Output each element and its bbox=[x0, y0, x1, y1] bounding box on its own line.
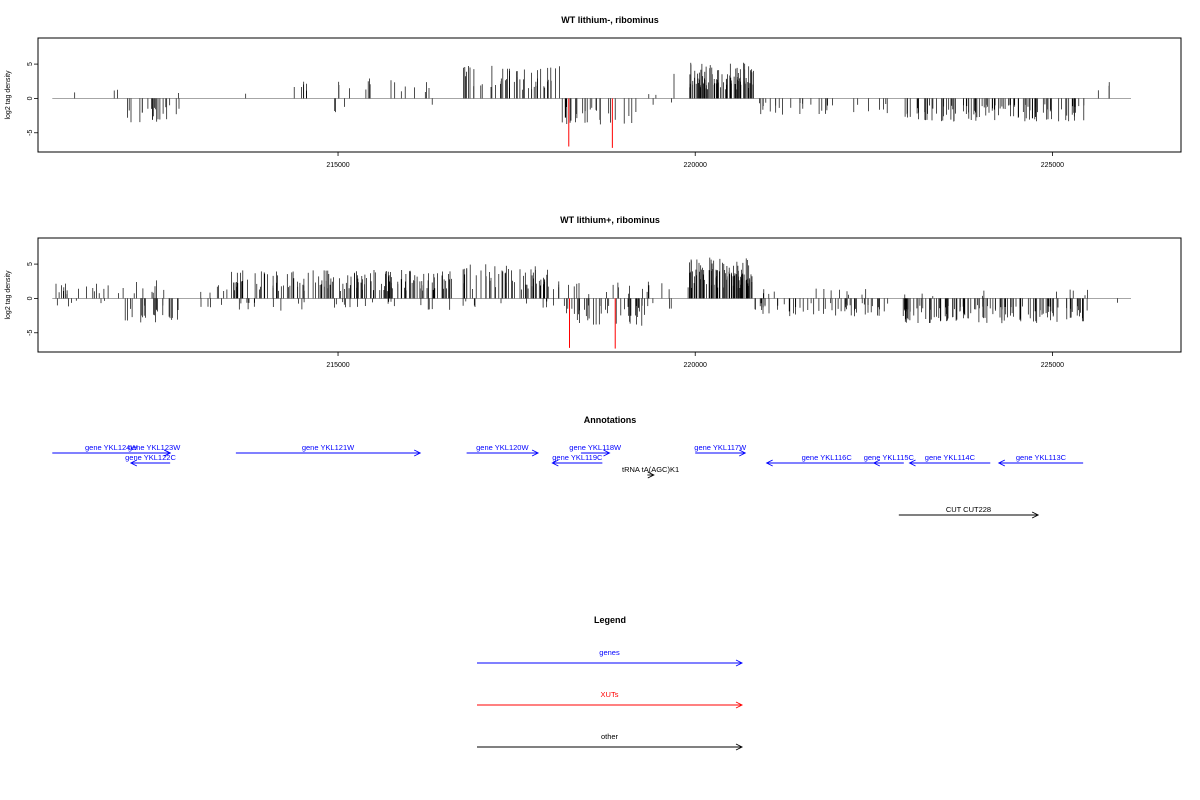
panel-title: WT lithium+, ribominus bbox=[560, 215, 660, 225]
x-tick-label: 225000 bbox=[1041, 362, 1064, 369]
feature-label: gene YKL113C bbox=[1016, 453, 1067, 462]
feature-arrowhead bbox=[551, 459, 559, 467]
feature-arrowhead bbox=[997, 459, 1006, 467]
feature-label: gene YKL122C bbox=[125, 453, 176, 462]
annotations-title: Annotations bbox=[584, 415, 637, 425]
feature-label: CUT CUT228 bbox=[946, 505, 991, 514]
y-tick-label: -5 bbox=[27, 330, 34, 336]
feature-arrowhead bbox=[531, 449, 540, 457]
panel-wt-lithium-plus: WT lithium+, ribominus log2 tag density … bbox=[5, 215, 1182, 369]
feature-arrowhead bbox=[647, 471, 655, 479]
x-tick-label: 215000 bbox=[326, 162, 349, 169]
feature-label: tRNA tA(AGC)K1 bbox=[622, 465, 679, 474]
feature-arrowhead bbox=[908, 459, 916, 467]
y-tick-label: 5 bbox=[27, 62, 34, 66]
feature-label: gene YKL119C bbox=[552, 453, 603, 462]
feature-label: gene YKL120W bbox=[476, 443, 529, 452]
feature-arrowhead bbox=[413, 449, 422, 457]
x-tick-label: 225000 bbox=[1041, 162, 1064, 169]
feature-label: gene YKL114C bbox=[925, 453, 976, 462]
panel-title: WT lithium-, ribominus bbox=[561, 15, 659, 25]
y-tick-label: 0 bbox=[27, 296, 34, 300]
y-tick-label: 0 bbox=[27, 96, 34, 100]
x-tick-label: 220000 bbox=[684, 162, 707, 169]
feature-arrowhead bbox=[765, 459, 773, 467]
y-tick-label: 5 bbox=[27, 262, 34, 266]
legend-arrowhead bbox=[735, 743, 744, 751]
feature-arrowhead bbox=[129, 459, 138, 467]
y-tick-label: -5 bbox=[27, 130, 34, 136]
legend-arrowhead bbox=[735, 701, 744, 709]
legend-entry-label: XUTs bbox=[601, 690, 619, 699]
x-tick-label: 215000 bbox=[326, 362, 349, 369]
plot-frame bbox=[37, 237, 1182, 353]
legend-entry-label: genes bbox=[599, 648, 620, 657]
plot-frame bbox=[37, 37, 1182, 153]
legend-title: Legend bbox=[594, 615, 626, 625]
feature-label: gene YKL117W bbox=[694, 443, 747, 452]
feature-label: gene YKL123W bbox=[128, 443, 181, 452]
feature-label: gene YKL116C bbox=[802, 453, 853, 462]
feature-arrowhead bbox=[739, 449, 747, 457]
legend-entry-label: other bbox=[601, 732, 619, 741]
feature-label: gene YKL118W bbox=[569, 443, 622, 452]
feature-label: gene YKL121W bbox=[302, 443, 355, 452]
y-axis-label: log2 tag density bbox=[5, 70, 12, 120]
x-tick-label: 220000 bbox=[684, 362, 707, 369]
legend-arrowhead bbox=[735, 659, 744, 667]
y-axis-label: log2 tag density bbox=[5, 270, 12, 320]
feature-label: gene YKL115C bbox=[864, 453, 915, 462]
feature-label: gene YKL124W bbox=[85, 443, 138, 452]
feature-arrowhead bbox=[163, 449, 172, 457]
panel-wt-lithium-minus: WT lithium-, ribominus log2 tag density … bbox=[5, 15, 1182, 169]
feature-arrowhead bbox=[872, 459, 881, 467]
feature-arrowhead bbox=[603, 449, 611, 457]
legend: Legend genes XUTs other bbox=[477, 615, 744, 751]
feature-arrowhead bbox=[1031, 511, 1040, 519]
